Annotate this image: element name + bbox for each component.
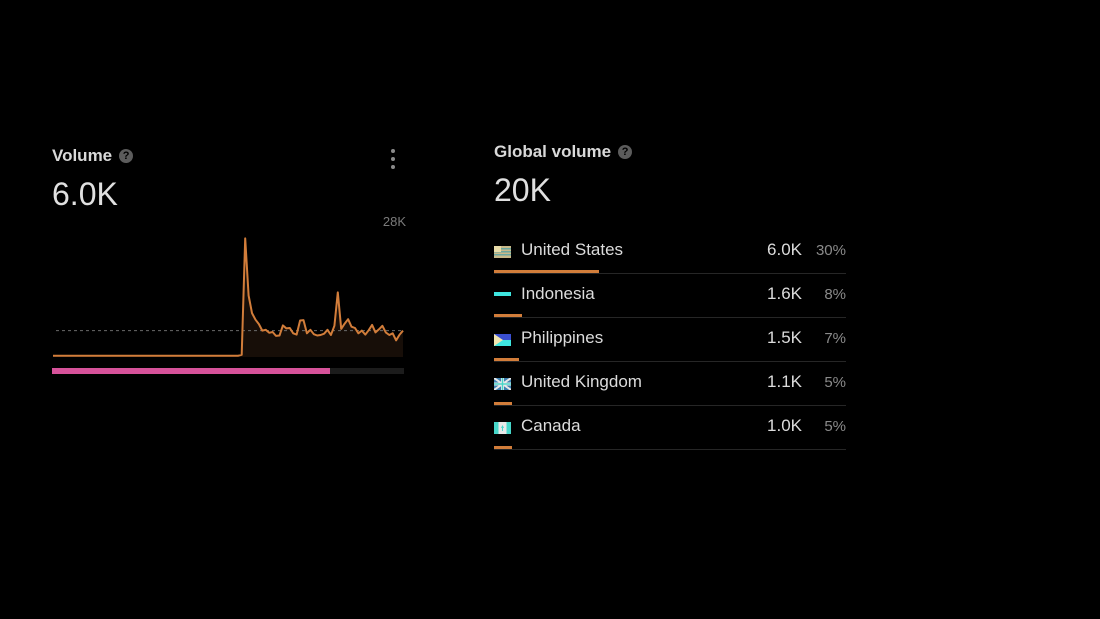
country-percent: 5% — [824, 374, 846, 391]
country-share-bar — [494, 446, 512, 449]
country-volume: 1.6K — [767, 284, 802, 303]
keyword-difficulty-bar — [52, 368, 404, 374]
country-row-us[interactable]: United States 6.0K 30% — [494, 230, 846, 274]
flag-us-icon — [494, 246, 511, 258]
chart-area — [53, 238, 403, 357]
help-icon[interactable]: ? — [618, 145, 633, 159]
global-volume-value: 20K — [494, 172, 551, 208]
volume-trend-chart — [53, 237, 404, 357]
country-volume: 1.5K — [767, 328, 802, 347]
country-volume: 1.0K — [767, 416, 802, 435]
volume-card: Volume ? 6.0K 28K — [52, 146, 406, 378]
flag-ph-icon — [494, 334, 511, 346]
country-name: United Kingdom — [521, 372, 642, 391]
flag-gb-icon — [494, 378, 511, 390]
country-name: Canada — [521, 416, 581, 435]
country-row-gb[interactable]: United Kingdom 1.1K 5% — [494, 362, 846, 406]
volume-value: 6.0K — [52, 176, 118, 212]
global-volume-title: Global volume — [494, 142, 612, 161]
country-name: Indonesia — [521, 284, 595, 303]
volume-title: Volume — [52, 146, 113, 165]
country-row-ca[interactable]: Canada 1.0K 5% — [494, 406, 846, 450]
help-icon[interactable]: ? — [119, 149, 134, 163]
country-percent: 8% — [824, 286, 846, 303]
country-name: United States — [521, 240, 624, 259]
country-row-ph[interactable]: Philippines 1.5K 7% — [494, 318, 846, 362]
keyword-difficulty-fill — [52, 368, 331, 374]
flag-id-icon — [494, 292, 511, 300]
country-share-bar — [494, 314, 522, 317]
chart-max-label: 28K — [382, 214, 406, 229]
chart-series-line — [53, 237, 404, 357]
country-share-bar — [494, 358, 519, 361]
country-volume: 1.1K — [767, 372, 802, 391]
volume-header: Volume ? — [52, 146, 134, 166]
country-percent: 7% — [824, 330, 846, 347]
more-options-icon[interactable] — [389, 149, 397, 169]
country-list: United States 6.0K 30% Indonesia 1.6K 8%… — [494, 230, 846, 450]
country-percent: 30% — [815, 242, 846, 259]
country-volume: 6.0K — [767, 240, 802, 259]
country-row-id[interactable]: Indonesia 1.6K 8% — [494, 274, 846, 318]
country-share-bar — [494, 402, 512, 405]
flag-ca-icon — [494, 422, 511, 434]
country-name: Philippines — [521, 328, 604, 347]
global-volume-header: Global volume ? — [494, 142, 633, 162]
country-share-bar — [494, 270, 599, 273]
country-percent: 5% — [824, 418, 846, 435]
